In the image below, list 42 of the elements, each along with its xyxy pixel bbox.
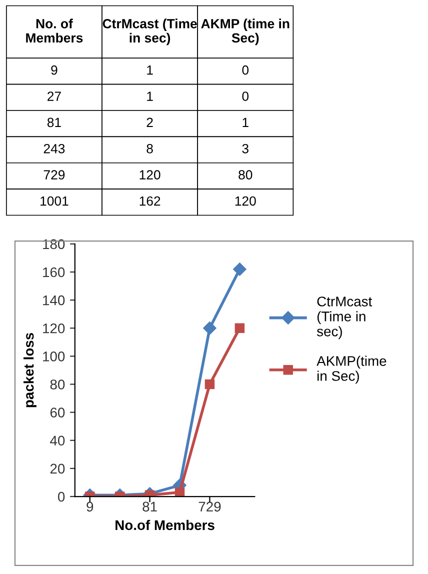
data-label: 120 xyxy=(235,196,256,206)
point xyxy=(174,487,185,497)
category-label: 27 xyxy=(48,92,61,101)
point xyxy=(234,323,245,333)
x-tick-label: 81 xyxy=(142,502,157,512)
point xyxy=(203,322,216,335)
category-label: 1001 xyxy=(40,196,68,206)
y-tick-label: 20 xyxy=(50,464,65,474)
y-tick-label: 120 xyxy=(43,323,65,334)
data-label: 162 xyxy=(140,196,160,206)
data-label: 2 xyxy=(146,118,153,127)
y-tick-label: 80 xyxy=(50,380,65,390)
y-axis-title: packet loss xyxy=(24,332,36,408)
x-tick-label: 9 xyxy=(86,502,94,512)
y-tick-label: 140 xyxy=(43,295,65,306)
legend-label: CtrMcast (Time in sec) xyxy=(316,296,372,340)
category-label: 81 xyxy=(47,118,61,128)
category-label: 243 xyxy=(44,144,65,154)
data-label: 1 xyxy=(147,92,153,101)
data-label: 3 xyxy=(242,144,248,154)
series-label: AKMP (time in Sec) xyxy=(201,18,290,46)
point xyxy=(204,379,215,390)
data-label: 1 xyxy=(242,118,248,127)
series-label: CtrMcast (Time in sec) xyxy=(102,18,197,46)
y-tick-label: 40 xyxy=(50,436,65,446)
y-tick-label: 0 xyxy=(58,492,65,502)
data-label: 0 xyxy=(242,92,249,101)
category-label: 9 xyxy=(51,65,58,75)
text: No. of Members xyxy=(26,18,83,43)
data-label: 120 xyxy=(140,170,160,180)
data-label: 0 xyxy=(242,65,249,75)
category-label: 729 xyxy=(44,170,65,180)
y-tick-label: 160 xyxy=(43,267,65,278)
x-tick-label: 729 xyxy=(198,502,221,512)
x-axis-title: No.of Members xyxy=(116,520,214,530)
y-tick-label: 60 xyxy=(50,408,65,418)
data-label: 1 xyxy=(147,66,153,75)
data-label: 8 xyxy=(146,144,153,154)
point xyxy=(233,262,246,276)
data-label: 80 xyxy=(238,170,252,180)
legend-label: AKMP(time in Sec) xyxy=(316,356,386,384)
y-tick-label: 100 xyxy=(43,352,65,362)
